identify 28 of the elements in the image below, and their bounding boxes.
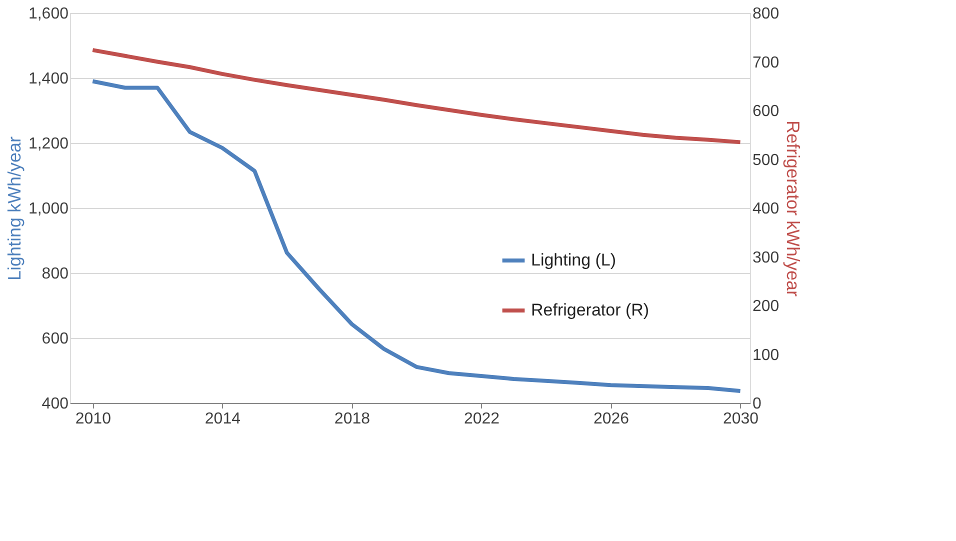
y-tick-label: 1,400 [28, 70, 69, 88]
y-tick-label: 800 [42, 266, 69, 282]
y2-tick-label: 400 [752, 200, 780, 218]
legend-label: Refrigerator (R) [531, 300, 650, 320]
y2-tick-label: 0 [752, 396, 762, 412]
y2-tick-label: 700 [752, 54, 780, 72]
x-tick-label: 2030 [722, 410, 759, 428]
y2-tick-label: 100 [752, 346, 780, 364]
y2-tick-label: 600 [752, 103, 780, 120]
y-tick-label: 1,600 [28, 6, 69, 22]
y2-tick-label: 800 [752, 6, 780, 22]
x-tick-label: 2026 [593, 410, 630, 428]
y-tick-label: 1,200 [28, 136, 69, 152]
line-series [90, 48, 742, 144]
y2-axis-title: Refrigerator kWh/year [783, 120, 804, 297]
line-series [90, 79, 742, 393]
y-tick-label: 400 [42, 396, 69, 412]
legend-label: Lighting (L) [531, 250, 616, 270]
x-tick-label: 2022 [464, 410, 500, 428]
x-tick-label: 2010 [75, 410, 112, 428]
y-axis-title: Lighting kWh/year [4, 136, 24, 281]
y2-tick-label: 300 [752, 249, 780, 266]
y-tick-label: 600 [42, 330, 69, 348]
x-tick-label: 2018 [334, 410, 370, 428]
y2-tick-label: 200 [752, 298, 780, 315]
y-tick-label: 1,000 [28, 200, 69, 218]
x-tick-label: 2014 [204, 410, 241, 428]
y2-tick-label: 500 [752, 152, 780, 169]
